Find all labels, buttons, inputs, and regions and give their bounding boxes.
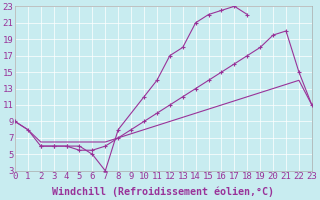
X-axis label: Windchill (Refroidissement éolien,°C): Windchill (Refroidissement éolien,°C) [52, 187, 274, 197]
